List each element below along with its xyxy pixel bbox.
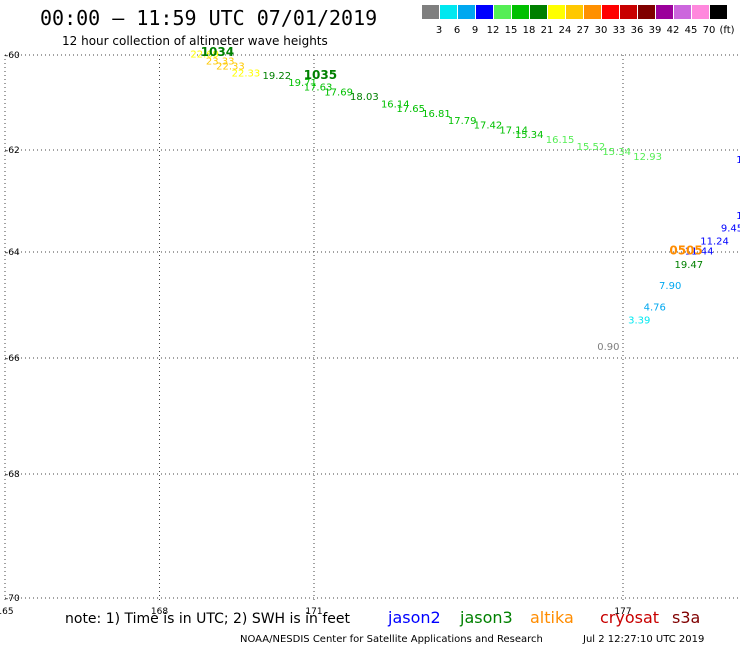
page-subtitle: 12 hour collection of altimeter wave hei…	[62, 34, 328, 48]
scale-label: 39	[648, 25, 662, 36]
wave-height-point: 17.63	[304, 83, 333, 94]
credit-text: NOAA/NESDIS Center for Satellite Applica…	[240, 634, 543, 645]
satellite-s3a: s3a	[672, 608, 701, 627]
scale-label: 15	[504, 25, 518, 36]
wave-height-point: 17.14	[499, 125, 528, 136]
scale-label: 6	[453, 25, 461, 36]
scale-label: 27	[576, 25, 590, 36]
scale-label: (ft)	[719, 25, 735, 36]
latitude-tick-label: -68	[5, 470, 20, 480]
scale-swatch	[656, 5, 673, 19]
longitude-tick-label: 171	[305, 607, 322, 617]
wave-height-point: 22.69	[190, 49, 219, 60]
scale-swatch	[548, 5, 565, 19]
wave-height-point: 0.90	[597, 342, 619, 353]
scale-label: 18	[522, 25, 536, 36]
latitude-tick-label: -70	[5, 594, 20, 604]
wave-height-point: 11.89	[736, 155, 740, 166]
scale-label: 33	[612, 25, 626, 36]
scale-swatch	[512, 5, 529, 19]
scale-swatch	[458, 5, 475, 19]
wave-height-point: 15.34	[602, 147, 631, 158]
scale-swatch	[602, 5, 619, 19]
page-title: 00:00 – 11:59 UTC 07/01/2019	[40, 6, 378, 30]
latitude-tick-label: -64	[5, 248, 20, 258]
wave-height-point: 11.42	[736, 211, 740, 222]
wave-height-point: 7.90	[659, 281, 681, 292]
wave-height-point: 11.24	[700, 236, 729, 247]
footer-note: note: 1) Time is in UTC; 2) SWH is in fe…	[65, 611, 351, 627]
wave-height-point: 19.71	[288, 78, 317, 89]
wave-height-point: 22.33	[232, 68, 261, 79]
wave-height-point: 16.81	[422, 109, 451, 120]
generation-timestamp: Jul 2 12:27:10 UTC 2019	[583, 634, 705, 645]
scale-label: 45	[684, 25, 698, 36]
scale-label: 21	[540, 25, 554, 36]
scale-swatch	[584, 5, 601, 19]
scale-swatch	[530, 5, 547, 19]
scale-swatch	[638, 5, 655, 19]
wave-height-point: 17.65	[396, 104, 425, 115]
wave-height-point: 12.93	[633, 152, 662, 163]
wave-height-point: 15.34	[515, 130, 544, 141]
scale-label: 36	[630, 25, 644, 36]
scale-label: 9	[471, 25, 479, 36]
pass-time-label: 1035	[304, 68, 337, 82]
wave-height-point: 23.33	[206, 57, 235, 68]
scale-swatch	[674, 5, 691, 19]
latitude-tick-label: -66	[5, 354, 20, 364]
pass-time-label: 1034	[201, 45, 234, 59]
wave-height-point: 3.39	[628, 316, 650, 327]
satellite-jason3: jason3	[460, 608, 513, 627]
longitude-tick-label: 168	[151, 607, 168, 617]
longitude-tick-label: 165	[0, 607, 14, 617]
scale-swatch	[422, 5, 439, 19]
scale-swatch	[692, 5, 709, 19]
scale-swatch	[566, 5, 583, 19]
longitude-tick-label: 177	[614, 607, 631, 617]
wave-height-point: 9.45	[721, 224, 740, 235]
wave-height-point: 16.15	[546, 135, 575, 146]
scale-swatch	[494, 5, 511, 19]
scale-label: 70	[702, 25, 716, 36]
wave-height-point: 17.69	[324, 87, 353, 98]
axis-tick-labels: 165168171-174177-60-62-64-66-68-70	[0, 51, 632, 617]
wave-height-point: 11.44	[685, 247, 714, 258]
scale-label: 42	[666, 25, 680, 36]
wave-height-point: 4.76	[644, 302, 666, 313]
map-background	[5, 55, 738, 602]
wave-height-point: 17.79	[448, 116, 477, 127]
scale-swatch	[620, 5, 637, 19]
wave-height-point: 19.22	[263, 71, 292, 82]
satellite-cryosat: cryosat	[600, 608, 660, 627]
satellite-altika: altika	[530, 608, 574, 627]
wave-height-point: 18.03	[350, 92, 379, 103]
latitude-tick-label: -60	[5, 51, 20, 61]
wave-height-point: 17.42	[474, 121, 503, 132]
scale-swatch	[710, 5, 727, 19]
scale-label: 3	[435, 25, 443, 36]
scale-swatch	[476, 5, 493, 19]
satellite-jason2: jason2	[388, 608, 441, 627]
pass-time-labels: 103410351036050505040	[201, 45, 703, 258]
wave-height-point: 16.14	[381, 99, 410, 110]
wave-height-point: 15.52	[577, 142, 606, 153]
scale-label: 24	[558, 25, 572, 36]
wave-height-point: 22.33	[216, 61, 245, 72]
scale-swatch	[440, 5, 457, 19]
latitude-tick-label: -62	[5, 146, 20, 156]
scale-label: 30	[594, 25, 608, 36]
wave-height-point: 19.47	[675, 260, 704, 271]
pass-time-label: 0505	[669, 244, 702, 258]
scale-label: 12	[486, 25, 500, 36]
